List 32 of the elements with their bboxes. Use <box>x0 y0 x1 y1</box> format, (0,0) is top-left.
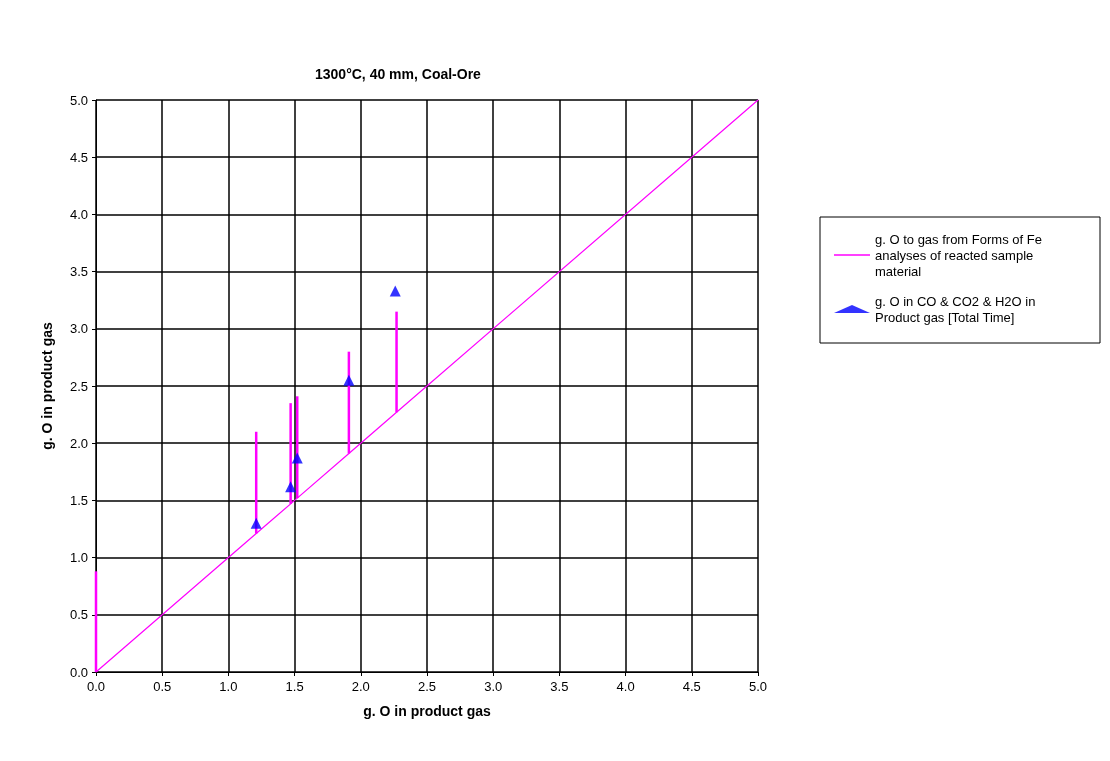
x-tick-label: 3.5 <box>550 679 569 694</box>
x-tick-label: 2.0 <box>351 679 370 694</box>
y-tick-label: 3.0 <box>69 321 88 337</box>
y-tick-label: 3.5 <box>69 264 88 280</box>
point <box>285 481 297 493</box>
x-tick-label: 1.0 <box>219 679 238 694</box>
y-axis-title: g. O in product gas <box>39 322 55 450</box>
y-tick-label: 5.0 <box>69 92 88 108</box>
x-tick-label: 0.5 <box>153 679 172 694</box>
x-tick-label: 4.5 <box>682 679 701 694</box>
legend-label: g. O in CO & CO2 & H2O in Product gas [Total Time] <box>875 293 1039 325</box>
legend-label: g. O to gas from Forms of Fe analyses of reacted sample material <box>875 231 1046 279</box>
y-tick-label: 1.0 <box>69 550 88 566</box>
point <box>250 517 262 529</box>
y-tick-label: 4.0 <box>69 206 88 222</box>
point <box>343 374 355 386</box>
point <box>389 285 401 297</box>
y-tick-label: 0.0 <box>69 664 88 680</box>
x-tick-label: 1.5 <box>285 679 304 694</box>
y-tick-label: 1.5 <box>69 492 88 508</box>
x-tick-label: 4.0 <box>616 679 635 694</box>
point <box>291 452 303 464</box>
x-tick-label: 2.5 <box>417 679 437 694</box>
y-tick-label: 2.0 <box>69 435 88 451</box>
x-axis-title: g. O in product gas <box>363 703 491 719</box>
x-tick-label: 0.0 <box>86 679 106 694</box>
y-tick-label: 0.5 <box>69 607 88 623</box>
chart-title: 1300°C, 40 mm, Coal-Ore <box>315 66 482 82</box>
y-tick-label: 2.5 <box>69 378 88 394</box>
x-tick-label: 3.0 <box>484 679 503 694</box>
y-tick-label: 4.5 <box>69 149 88 165</box>
x-tick-label: 5.0 <box>748 679 768 694</box>
